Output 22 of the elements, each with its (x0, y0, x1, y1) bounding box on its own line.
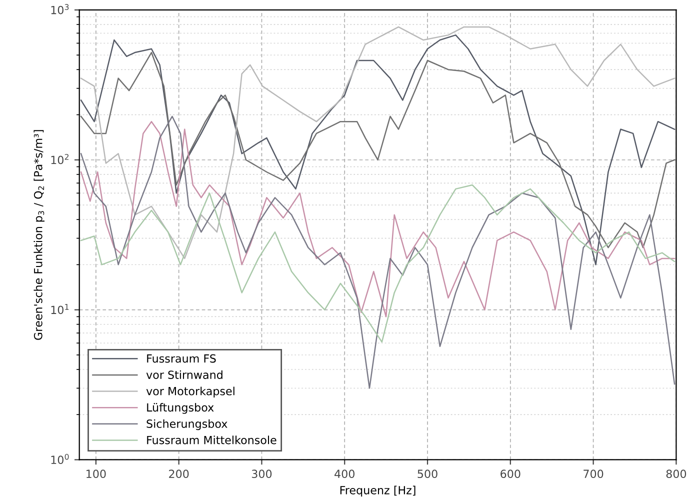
line-series (80, 120, 676, 318)
x-tick-label: 600 (500, 470, 520, 478)
x-tick-label: 200 (169, 470, 189, 478)
x-tick-label: 300 (252, 470, 272, 478)
x-tick-label: 100 (86, 470, 106, 478)
y-tick-label: 10$^{1}$ (51, 304, 69, 314)
x-axis-title: Frequenz [Hz] (340, 486, 416, 497)
legend-label: vor Stirnwand (146, 370, 222, 380)
y-axis-title: Green'sche Funktion p$_{3}$ / Q$_{2}$ [Pa*s/m³] (34, 130, 44, 340)
legend-label: Fussraum FS (147, 354, 216, 363)
legend-label: Sicherungsbox (146, 419, 228, 430)
y-tick-label: 10$^{0}$ (51, 454, 69, 464)
x-tick-label: 500 (418, 470, 438, 478)
y-tick-label: 10$^{2}$ (51, 154, 68, 164)
x-tick-label: 800 (666, 470, 686, 478)
x-tick-label: 400 (334, 470, 354, 478)
legend-label: Lüftungsbox (147, 403, 214, 414)
legend-label: Fussraum Mittelkonsole (147, 436, 276, 444)
line-series (80, 184, 676, 343)
y-tick-label: 10$^{3}$ (51, 4, 69, 14)
legend-label: vor Motorkapsel (146, 386, 234, 398)
x-tick-label: 700 (584, 470, 604, 478)
